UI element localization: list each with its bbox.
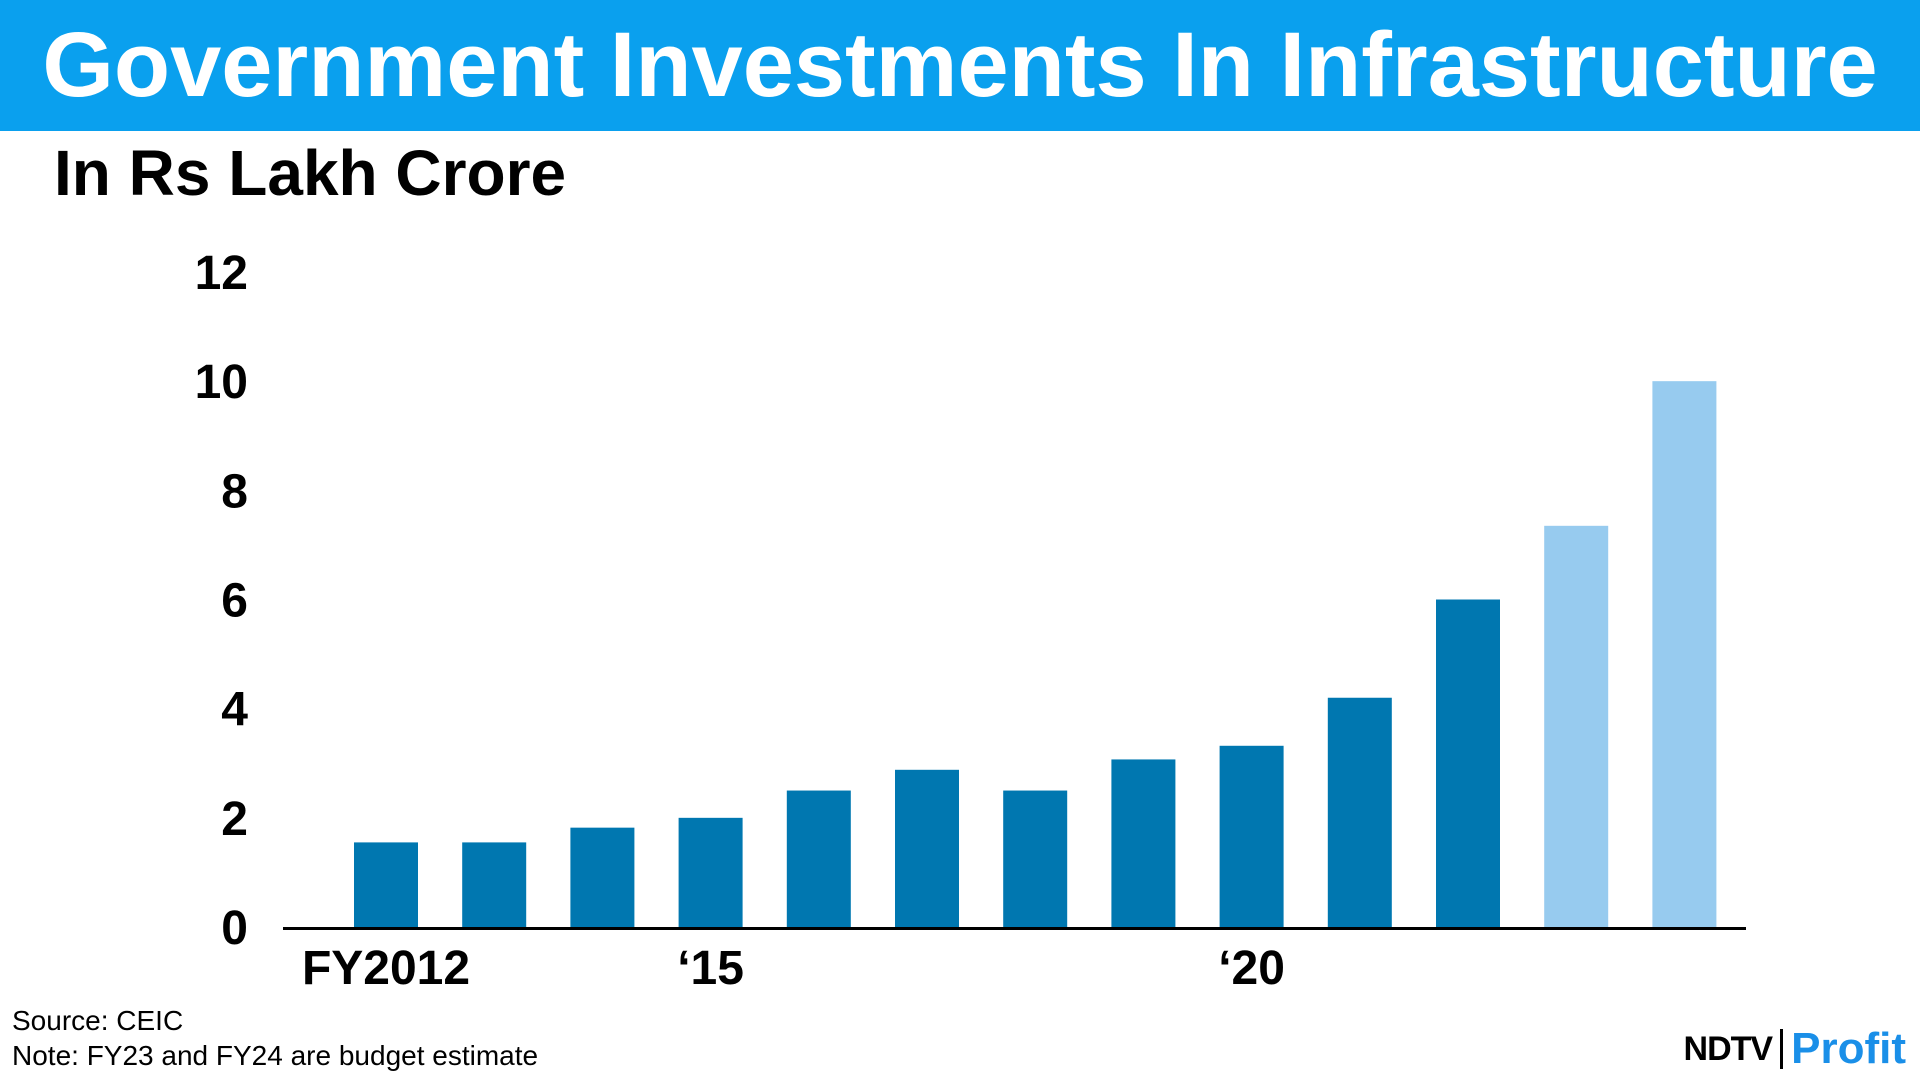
y-tick-label: 0 bbox=[221, 902, 248, 955]
logo-ndtv-text: NDTV bbox=[1683, 1029, 1774, 1068]
bar-fy15 bbox=[678, 817, 743, 927]
x-tick-label: ‘20 bbox=[1218, 942, 1285, 995]
bar-chart: 0 2 4 6 8 10 12 FY2012 ‘15 ‘20 bbox=[195, 247, 1746, 995]
bar-fy13 bbox=[462, 842, 527, 927]
bar-fy16 bbox=[786, 790, 851, 927]
source-note: Source: CEIC bbox=[12, 1005, 184, 1036]
bar-fy18 bbox=[1003, 790, 1068, 927]
y-tick-label: 4 bbox=[221, 684, 248, 737]
bar-fy23 bbox=[1544, 525, 1609, 927]
y-tick-label: 10 bbox=[195, 356, 248, 409]
bar-fy22 bbox=[1436, 599, 1500, 927]
bar-fy14 bbox=[570, 827, 635, 927]
y-tick-label: 8 bbox=[221, 465, 248, 518]
bar-fy17 bbox=[895, 769, 959, 927]
logo-profit-text: Profit bbox=[1791, 1024, 1906, 1073]
bar-fy19 bbox=[1111, 759, 1176, 927]
title-bar: Government Investments In Infrastructure bbox=[0, 0, 1920, 131]
x-tick-label: FY2012 bbox=[302, 942, 470, 995]
bar-fy24 bbox=[1652, 381, 1717, 928]
y-tick-label: 12 bbox=[195, 247, 248, 300]
logo-divider bbox=[1780, 1029, 1784, 1069]
y-tick-label: 2 bbox=[221, 793, 248, 846]
y-tick-label: 6 bbox=[221, 575, 248, 628]
estimate-note: Note: FY23 and FY24 are budget estimate bbox=[12, 1040, 539, 1071]
bar-fy20 bbox=[1219, 745, 1284, 927]
chart-subtitle: In Rs Lakh Crore bbox=[54, 137, 567, 209]
bar-fy21 bbox=[1327, 697, 1392, 927]
x-tick-label: ‘15 bbox=[677, 942, 744, 995]
chart-title: Government Investments In Infrastructure bbox=[42, 14, 1878, 116]
bar-fy2012 bbox=[354, 842, 418, 927]
ndtv-profit-logo: NDTV Profit bbox=[1684, 1024, 1906, 1074]
